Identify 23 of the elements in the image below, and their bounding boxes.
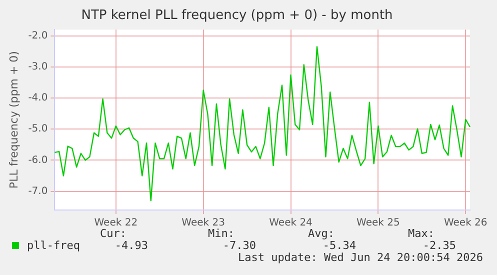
y-tick-label: -6.0: [28, 154, 48, 166]
y-tick-label: -5.0: [28, 124, 48, 135]
x-tick-label: Week 23: [182, 218, 225, 229]
text: Cur:: [100, 227, 126, 240]
text: Min:: [208, 227, 234, 240]
x-tick-label: Week 24: [269, 218, 312, 229]
x-tick-label: Week 25: [356, 218, 400, 229]
text: -7.30: [222, 239, 256, 252]
y-axis-title: PLL frequency (ppm + 0): [7, 51, 20, 189]
y-tick-label: -7.0: [28, 186, 48, 197]
y-tick-label: -2.0: [28, 30, 48, 42]
text: -2.35: [422, 239, 456, 252]
chart-title: NTP kernel PLL frequency (ppm + 0) - by month: [81, 8, 393, 24]
text: Last update: Wed Jun 24 20:00:54 2026: [238, 251, 483, 264]
y-tick-label: -3.0: [28, 62, 48, 73]
y-tick-label: -4.0: [28, 92, 48, 104]
text: Avg:: [308, 227, 334, 240]
text: -5.34: [322, 239, 356, 252]
text: Max:: [408, 227, 434, 240]
legend-label: pll-freq: [27, 239, 80, 252]
text: -4.93: [114, 239, 148, 252]
x-tick-label: Week 26: [444, 218, 488, 229]
x-tick-label: Week 22: [94, 218, 138, 229]
